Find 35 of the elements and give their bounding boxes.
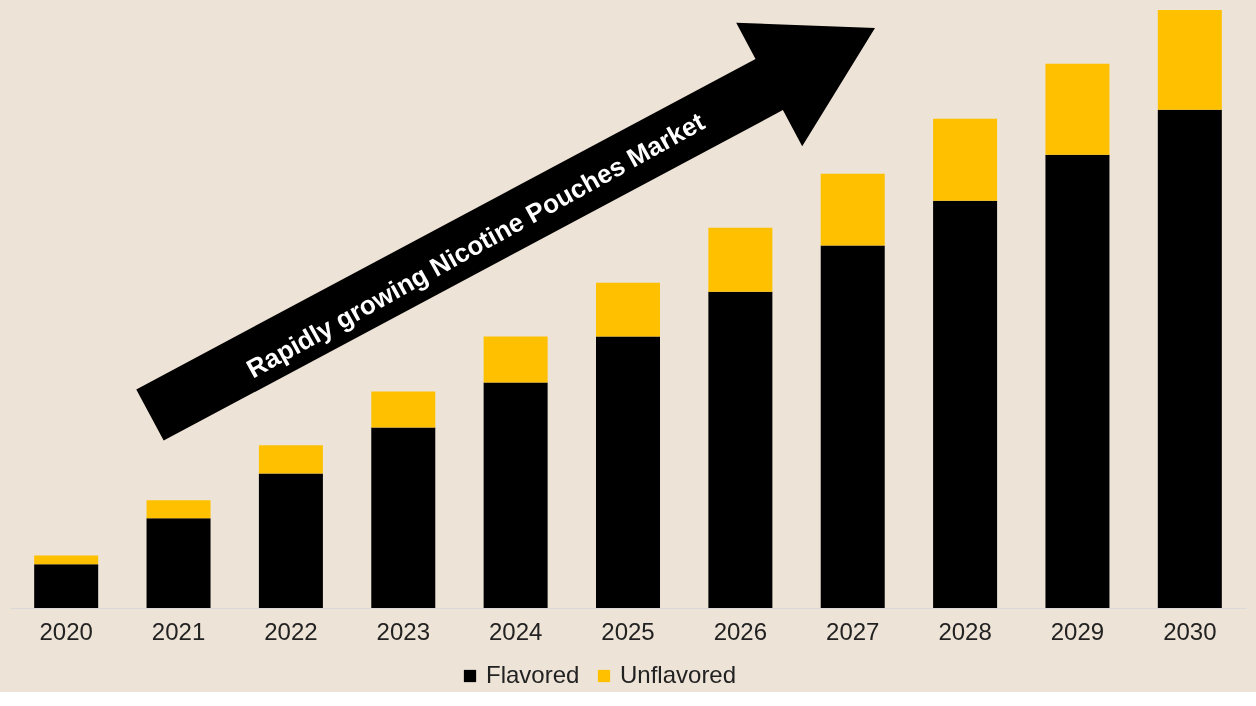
x-tick-label: 2027	[826, 617, 880, 645]
x-tick-label: 2022	[264, 617, 318, 645]
x-tick-label: 2020	[39, 617, 93, 645]
bar	[258, 473, 323, 608]
bar	[1157, 109, 1222, 608]
bar	[1045, 154, 1110, 608]
bar	[146, 500, 211, 519]
bar	[596, 282, 660, 337]
bar	[1157, 10, 1222, 110]
x-tick-label: 2021	[151, 617, 206, 645]
bar	[933, 118, 998, 201]
bar	[708, 227, 773, 292]
bar	[820, 173, 885, 246]
bar	[34, 564, 99, 608]
bar	[596, 336, 660, 608]
bar	[483, 382, 548, 608]
x-tick-label: 2030	[1163, 617, 1217, 645]
x-tick-label: 2026	[713, 617, 768, 645]
x-tick-label: 2025	[601, 617, 655, 645]
bar	[371, 391, 436, 428]
bar	[34, 555, 99, 565]
bar	[820, 245, 885, 608]
bar	[483, 336, 548, 383]
bar	[371, 427, 436, 608]
bar	[258, 445, 323, 474]
x-tick-label: 2023	[376, 617, 430, 645]
x-tick-label: 2024	[488, 617, 543, 645]
bar	[933, 200, 998, 608]
legend-label: Flavored	[486, 661, 580, 688]
bar	[146, 518, 211, 608]
bar	[1045, 63, 1110, 155]
x-tick-label: 2029	[1050, 617, 1105, 645]
bar	[708, 291, 773, 608]
x-tick-label: 2028	[938, 617, 992, 645]
legend-label: Unflavored	[620, 661, 737, 688]
